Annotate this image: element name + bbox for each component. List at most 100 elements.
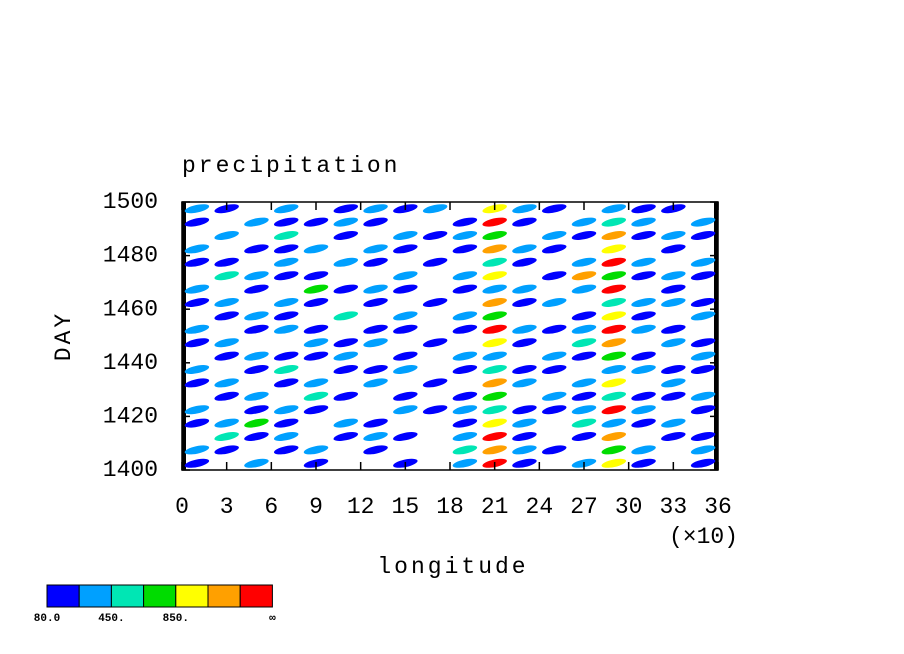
precip-cell xyxy=(452,432,478,441)
y-tick-label: 1440 xyxy=(103,350,158,376)
precip-cell xyxy=(333,231,359,240)
precip-cell xyxy=(303,310,329,323)
precip-cell xyxy=(541,244,567,254)
precip-cell xyxy=(333,377,359,390)
precip-cell xyxy=(571,444,597,457)
colorbar-swatch xyxy=(46,584,80,608)
precip-cell xyxy=(363,365,388,374)
precip-cell xyxy=(452,256,478,269)
precip-cell xyxy=(661,324,686,334)
precip-cell xyxy=(273,432,299,441)
precip-cell xyxy=(303,298,329,307)
precip-cell xyxy=(273,418,299,428)
precip-cell xyxy=(273,257,299,267)
precip-cell xyxy=(363,269,389,282)
precip-cell xyxy=(541,445,567,455)
precip-cell xyxy=(363,457,389,470)
precip-cell xyxy=(601,418,627,428)
precip-cell xyxy=(422,269,448,282)
precip-cell xyxy=(452,202,478,215)
precip-cell xyxy=(571,324,597,334)
precip-cell xyxy=(571,418,597,428)
precip-cell xyxy=(571,338,597,348)
precip-cell xyxy=(244,432,269,441)
precip-cell xyxy=(631,311,656,321)
precip-cell xyxy=(273,244,299,254)
chart-title: precipitation xyxy=(182,153,400,179)
precip-cell xyxy=(452,296,478,309)
precip-cell xyxy=(512,378,537,388)
precip-cell xyxy=(244,418,269,428)
precip-cell xyxy=(244,405,269,415)
precip-cell xyxy=(303,430,329,443)
precip-cell xyxy=(422,405,448,415)
precip-cell xyxy=(214,403,240,416)
precip-cell xyxy=(214,243,240,256)
precip-cell xyxy=(631,365,656,374)
precip-cell xyxy=(244,244,269,254)
precip-cell xyxy=(690,298,716,307)
precip-cell xyxy=(303,417,329,430)
precip-cell xyxy=(363,284,388,294)
precip-cell xyxy=(660,256,686,269)
precip-cell xyxy=(482,378,507,388)
precip-cell xyxy=(452,311,478,321)
precip-cell xyxy=(601,405,627,415)
precip-cell xyxy=(422,204,448,214)
precip-cell xyxy=(333,269,359,282)
precip-cell xyxy=(303,324,329,334)
precip-cell xyxy=(482,311,507,321)
precip-cell xyxy=(422,457,448,470)
precip-cell xyxy=(601,271,627,281)
precip-cell xyxy=(333,296,359,309)
precip-cell xyxy=(422,323,448,336)
precip-cell xyxy=(393,271,418,281)
precip-cell xyxy=(512,257,537,267)
precip-cell xyxy=(541,457,567,470)
precip-cell xyxy=(422,378,448,388)
x-tick-label: 36 xyxy=(704,494,732,520)
precip-cell xyxy=(273,445,299,455)
precip-cell xyxy=(452,458,478,468)
precip-cell xyxy=(303,217,329,227)
precip-cell xyxy=(512,284,537,294)
x-tick-label: 6 xyxy=(264,494,278,520)
precip-cell xyxy=(631,351,656,361)
y-axis-label: DAY xyxy=(51,311,77,361)
precip-cell xyxy=(512,324,537,334)
precip-cell xyxy=(273,204,299,214)
precip-cell xyxy=(184,229,210,242)
precip-cell xyxy=(184,350,210,363)
precip-cell xyxy=(601,298,627,307)
x-tick-label: 0 xyxy=(175,494,189,520)
precip-cell xyxy=(690,351,716,361)
precip-cell xyxy=(392,216,418,229)
precip-cell xyxy=(511,350,537,363)
precip-cell xyxy=(661,378,686,388)
precip-cell xyxy=(363,298,388,307)
precip-cell xyxy=(422,243,448,256)
precip-cell xyxy=(601,284,627,294)
precip-cell xyxy=(512,458,537,468)
precip-cell xyxy=(690,458,716,468)
precip-cell xyxy=(482,445,507,455)
precip-cell xyxy=(631,391,656,401)
precip-cell xyxy=(541,391,567,401)
precip-cell xyxy=(631,324,656,334)
precip-cell xyxy=(333,457,359,470)
precip-cell xyxy=(571,284,597,294)
precip-cell xyxy=(601,445,627,455)
precip-cell xyxy=(452,336,478,349)
precip-cell xyxy=(571,432,597,441)
y-tick-label: 1420 xyxy=(103,403,158,429)
precip-cell xyxy=(631,405,656,415)
precip-cell xyxy=(601,391,627,401)
precip-cell xyxy=(363,378,388,388)
precip-cell xyxy=(333,365,359,374)
precip-cell xyxy=(571,296,597,309)
precip-cell xyxy=(244,351,269,361)
precip-cell xyxy=(541,377,567,390)
precip-cell xyxy=(541,204,567,214)
precip-cell xyxy=(184,257,210,267)
precip-cell xyxy=(244,311,269,321)
